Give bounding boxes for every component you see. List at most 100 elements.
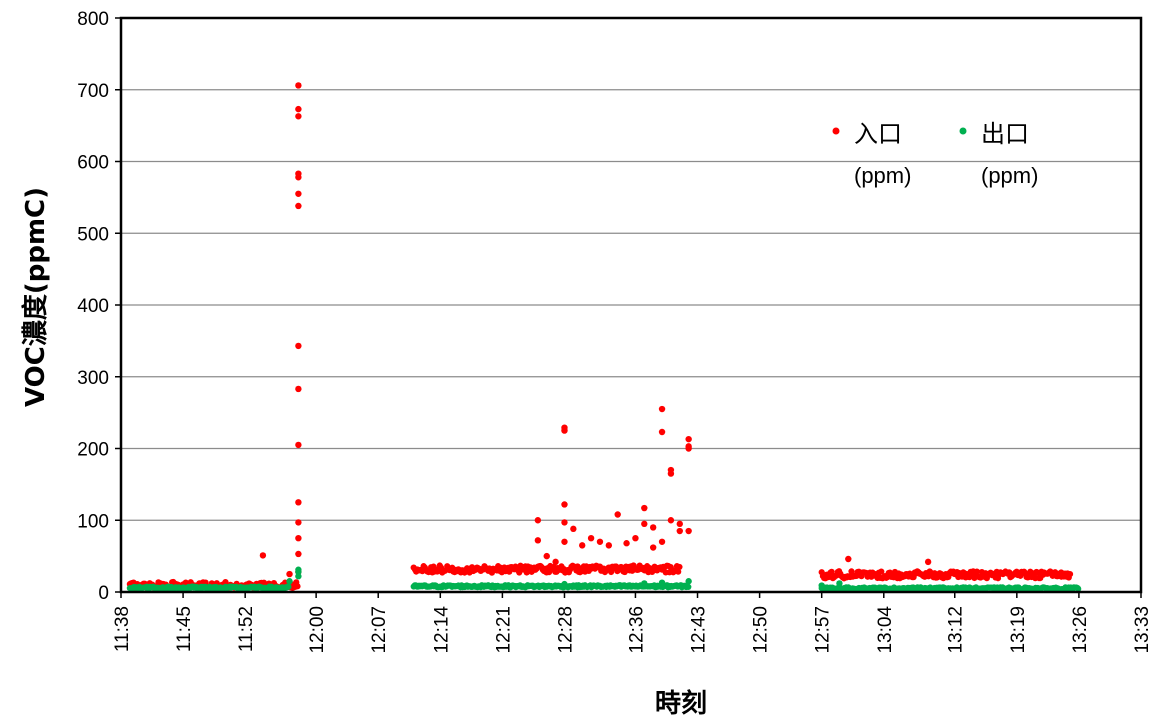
inlet-point bbox=[295, 105, 302, 113]
y-tick-label: 800 bbox=[77, 9, 109, 30]
inlet-point bbox=[667, 470, 675, 477]
y-tick-label: 700 bbox=[77, 81, 109, 102]
inlet-point bbox=[924, 558, 932, 566]
series-inlet bbox=[126, 82, 1074, 593]
inlet-point bbox=[295, 190, 302, 197]
legend-marker-inlet bbox=[832, 127, 840, 135]
x-tick-label: 12:50 bbox=[751, 606, 772, 654]
legend-unit-inlet: (ppm) bbox=[854, 163, 911, 188]
legend-label-inlet: 入口 bbox=[854, 120, 902, 148]
x-tick-label: 12:57 bbox=[813, 606, 834, 654]
inlet-point bbox=[295, 499, 302, 506]
x-axis-label: 時刻 bbox=[655, 688, 707, 719]
inlet-point bbox=[685, 445, 692, 452]
legend-marker-outlet bbox=[959, 127, 967, 135]
inlet-point bbox=[685, 527, 692, 535]
outlet-point bbox=[561, 580, 568, 588]
y-tick-label: 300 bbox=[77, 368, 109, 389]
inlet-point bbox=[675, 568, 682, 575]
y-tick-label: 200 bbox=[77, 440, 109, 461]
inlet-point bbox=[295, 550, 302, 558]
inlet-point bbox=[570, 525, 577, 533]
x-tick-label: 12:43 bbox=[689, 606, 710, 654]
inlet-point bbox=[295, 534, 302, 542]
inlet-point bbox=[295, 82, 302, 89]
inlet-point bbox=[685, 435, 692, 443]
inlet-point bbox=[295, 519, 302, 526]
y-axis-ticks: 0 100 200 300 400 500 600 700 800 bbox=[77, 9, 121, 604]
gridlines bbox=[121, 89, 1141, 521]
x-tick-label: 13:26 bbox=[1070, 606, 1091, 654]
x-tick-label: 12:07 bbox=[369, 606, 390, 654]
inlet-point bbox=[286, 570, 293, 578]
x-tick-label: 11:38 bbox=[112, 606, 133, 652]
inlet-point bbox=[561, 501, 568, 508]
inlet-point bbox=[649, 544, 657, 551]
inlet-point bbox=[295, 113, 302, 120]
x-tick-label: 13:33 bbox=[1132, 606, 1153, 654]
x-tick-label: 12:28 bbox=[555, 606, 576, 654]
inlet-point bbox=[1066, 570, 1074, 578]
outlet-point bbox=[641, 580, 648, 587]
inlet-point bbox=[845, 555, 852, 563]
y-tick-label: 500 bbox=[77, 224, 109, 245]
inlet-point bbox=[641, 504, 648, 512]
inlet-point bbox=[649, 524, 657, 531]
inlet-point bbox=[561, 427, 568, 434]
inlet-point bbox=[623, 540, 630, 547]
inlet-point bbox=[658, 405, 666, 413]
x-tick-label: 12:21 bbox=[493, 606, 514, 654]
inlet-point bbox=[676, 563, 683, 571]
legend: 入口 (ppm) 出口 (ppm) bbox=[832, 120, 1038, 188]
inlet-point bbox=[973, 568, 981, 575]
outlet-point bbox=[818, 582, 825, 589]
inlet-point bbox=[667, 517, 675, 524]
outlet-point bbox=[658, 579, 666, 586]
outlet-point bbox=[836, 580, 843, 587]
inlet-point bbox=[614, 511, 621, 518]
inlet-point bbox=[878, 568, 885, 575]
inlet-point bbox=[294, 583, 301, 590]
inlet-point bbox=[534, 537, 542, 544]
x-tick-label: 13:12 bbox=[946, 606, 967, 654]
x-axis-ticks: 11:38 11:45 11:52 12:00 12:07 12:14 12:21 12:28… bbox=[112, 592, 1153, 654]
legend-label-outlet: 出口 bbox=[981, 120, 1029, 148]
x-tick-label: 11:52 bbox=[236, 606, 257, 652]
y-tick-label: 100 bbox=[77, 511, 109, 532]
outlet-point bbox=[285, 583, 292, 590]
inlet-point bbox=[543, 552, 550, 560]
x-tick-label: 11:45 bbox=[174, 606, 195, 652]
inlet-point bbox=[534, 517, 542, 524]
inlet-point bbox=[295, 441, 302, 449]
inlet-point bbox=[596, 538, 604, 545]
inlet-point bbox=[605, 542, 613, 549]
inlet-point bbox=[295, 202, 302, 210]
inlet-point bbox=[658, 428, 666, 436]
inlet-point bbox=[561, 538, 568, 545]
y-tick-label: 0 bbox=[98, 583, 109, 604]
y-axis-label: VOC濃度(ppmC) bbox=[20, 187, 51, 407]
x-tick-label: 12:00 bbox=[307, 606, 328, 654]
outlet-point bbox=[685, 578, 692, 585]
inlet-point bbox=[552, 558, 559, 566]
inlet-point bbox=[632, 534, 639, 542]
inlet-point bbox=[579, 542, 586, 549]
y-tick-label: 400 bbox=[77, 296, 109, 317]
inlet-point bbox=[295, 342, 302, 350]
outlet-point bbox=[685, 583, 692, 591]
inlet-point bbox=[587, 534, 595, 542]
inlet-point bbox=[828, 568, 835, 575]
inlet-point bbox=[295, 385, 302, 393]
x-tick-label: 12:14 bbox=[431, 606, 452, 654]
outlet-point bbox=[286, 578, 293, 585]
outlet-point bbox=[1075, 585, 1082, 592]
inlet-point bbox=[295, 174, 302, 181]
outlet-point bbox=[295, 566, 302, 573]
inlet-point bbox=[259, 552, 267, 559]
inlet-point bbox=[658, 538, 666, 545]
legend-unit-outlet: (ppm) bbox=[981, 163, 1038, 188]
inlet-point bbox=[641, 520, 648, 528]
inlet-point bbox=[561, 519, 568, 526]
x-tick-label: 12:36 bbox=[626, 606, 647, 654]
